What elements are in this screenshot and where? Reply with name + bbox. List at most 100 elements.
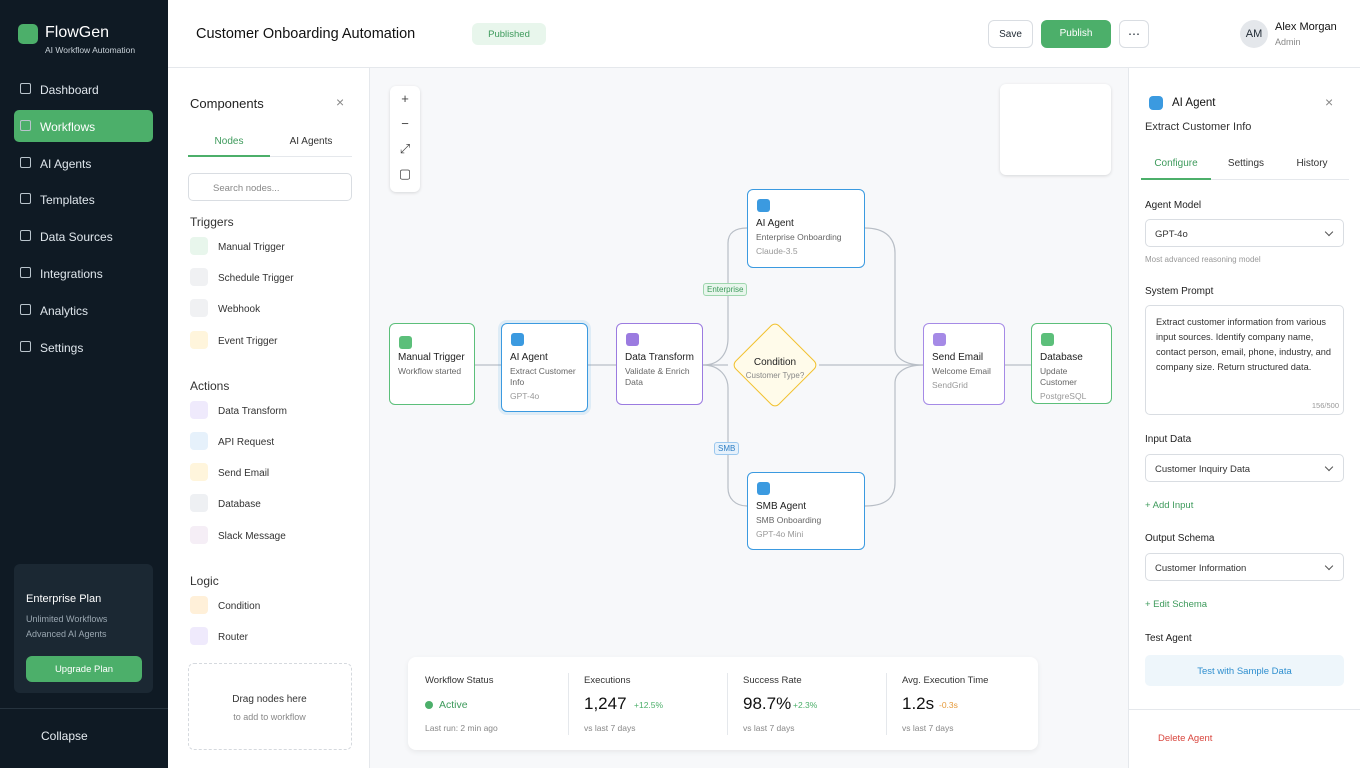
workflow-node[interactable]: Data Transform Validate & Enrich Data: [616, 323, 703, 405]
node-subtitle: Update Customer: [1040, 366, 1077, 387]
component-item[interactable]: Event Trigger: [190, 330, 277, 349]
tab-indicator: [1141, 178, 1211, 180]
publish-button[interactable]: Publish: [1041, 20, 1111, 48]
node-detail: GPT-4o Mini: [756, 529, 804, 539]
stat-value: Active: [439, 699, 468, 711]
brand: FlowGen: [45, 24, 110, 41]
nav-item[interactable]: Integrations: [14, 257, 153, 289]
workflow-node[interactable]: AI Agent Enterprise Onboarding Claude-3.5: [747, 189, 865, 268]
field-label: Test Agent: [1145, 633, 1192, 644]
field-label: Output Schema: [1145, 533, 1215, 544]
plan-line: Advanced AI Agents: [26, 629, 107, 639]
close-button[interactable]: ×: [336, 94, 345, 110]
workflow-node[interactable]: Manual Trigger Workflow started: [389, 323, 475, 405]
close-button[interactable]: ×: [1325, 94, 1334, 110]
stat-note: vs last 7 days: [902, 723, 954, 733]
header: Customer Onboarding Automation Published…: [168, 0, 1360, 68]
item-icon: [190, 268, 208, 287]
workflow-node[interactable]: SMB Agent SMB Onboarding GPT-4o Mini: [747, 472, 865, 550]
component-item[interactable]: Data Transform: [190, 400, 287, 419]
node-detail: Claude-3.5: [756, 246, 798, 256]
test-button[interactable]: Test with Sample Data: [1145, 655, 1344, 686]
component-item[interactable]: Webhook: [190, 299, 260, 318]
user-role: Admin: [1275, 37, 1301, 47]
save-button[interactable]: Save: [988, 20, 1033, 48]
nav-item[interactable]: Data Sources: [14, 220, 153, 252]
component-item[interactable]: API Request: [190, 432, 274, 450]
node-icon: [511, 333, 524, 346]
node-subtitle: Welcome Email: [932, 366, 991, 376]
node-detail: GPT-4o: [510, 391, 540, 401]
edit-schema[interactable]: + Edit Schema: [1145, 599, 1208, 610]
nav-icon: [20, 193, 31, 205]
workflow-node[interactable]: Database Update Customer PostgreSQL: [1031, 323, 1112, 404]
node-subtitle: Enterprise Onboarding: [756, 232, 842, 242]
components-panel: Components × Nodes AI Agents Search node…: [168, 68, 370, 768]
nav-item[interactable]: Templates: [14, 183, 153, 215]
stat-change: +12.5%: [634, 700, 664, 710]
more-button[interactable]: ⋯: [1119, 20, 1149, 48]
drop-zone: Drag nodes here to add to workflow: [188, 663, 352, 750]
select[interactable]: Customer Inquiry Data: [1145, 454, 1344, 482]
nav-icon: [20, 156, 31, 168]
component-item[interactable]: Slack Message: [190, 525, 286, 544]
nav-item[interactable]: Settings: [14, 331, 153, 363]
component-item[interactable]: Router: [190, 627, 248, 645]
divider: [0, 708, 168, 709]
nav-item[interactable]: Dashboard: [14, 73, 153, 105]
nav-icon: [20, 83, 31, 94]
item-icon: [190, 494, 208, 513]
workflow-node[interactable]: AI Agent Extract Customer Info GPT-4o: [501, 323, 588, 412]
search-input[interactable]: Search nodes...: [188, 173, 352, 201]
stat-change: -0.3s: [939, 700, 958, 710]
tab[interactable]: Settings: [1227, 158, 1265, 169]
group-title: Actions: [190, 378, 230, 393]
component-item[interactable]: Condition: [190, 595, 260, 614]
zoom-controls[interactable]: + − ⤢ ▢: [390, 86, 420, 192]
select[interactable]: GPT-4o: [1145, 219, 1344, 247]
prompt-box[interactable]: Extract customer information from variou…: [1145, 305, 1344, 415]
node-icon: [1041, 333, 1054, 346]
stat-change: +2.3%: [793, 700, 818, 710]
tab[interactable]: AI Agents: [289, 136, 333, 147]
collapse[interactable]: Collapse: [41, 729, 88, 743]
panel-title: AI Agent: [1172, 97, 1216, 109]
node-title: AI Agent: [510, 352, 548, 363]
status-dot: [425, 701, 433, 709]
delete-button[interactable]: Delete Agent: [1158, 733, 1213, 744]
stat-value: 1,247: [584, 694, 627, 713]
plan-card: Enterprise Plan Unlimited Workflows Adva…: [14, 564, 153, 693]
nav-icon: [20, 119, 31, 131]
workflow-node[interactable]: Send Email Welcome Email SendGrid: [923, 323, 1005, 405]
tab[interactable]: Nodes: [214, 136, 244, 147]
nav-item[interactable]: Workflows: [14, 109, 153, 142]
nav-icon: [20, 340, 31, 352]
node-icon: [757, 482, 770, 495]
component-item[interactable]: Database: [190, 494, 261, 513]
node-title: Condition: [753, 357, 797, 368]
plan-title: Enterprise Plan: [26, 593, 102, 605]
drop-hint: to add to workflow: [233, 712, 306, 722]
tab[interactable]: Configure: [1154, 158, 1198, 169]
add-input[interactable]: + Add Input: [1145, 500, 1194, 511]
panel-subtitle: Extract Customer Info: [1145, 121, 1252, 133]
nav-item[interactable]: Analytics: [14, 294, 153, 326]
component-item[interactable]: Manual Trigger: [190, 237, 285, 255]
item-icon: [190, 299, 208, 318]
edge-label: Enterprise: [703, 283, 748, 296]
node-title: Send Email: [932, 352, 984, 363]
nav-item[interactable]: AI Agents: [14, 147, 153, 179]
upgrade-button[interactable]: Upgrade Plan: [26, 656, 142, 682]
nav-icon: [20, 267, 31, 278]
field-label: System Prompt: [1145, 286, 1214, 297]
component-item[interactable]: Send Email: [190, 463, 269, 482]
avatar[interactable]: AM: [1240, 20, 1268, 48]
divider: [568, 673, 569, 735]
hint: Most advanced reasoning model: [1145, 255, 1261, 264]
stat-note: vs last 7 days: [584, 723, 636, 733]
component-item[interactable]: Schedule Trigger: [190, 268, 294, 287]
edge-label: SMB: [714, 442, 740, 455]
tab[interactable]: History: [1296, 158, 1328, 169]
select[interactable]: Customer Information: [1145, 553, 1344, 581]
